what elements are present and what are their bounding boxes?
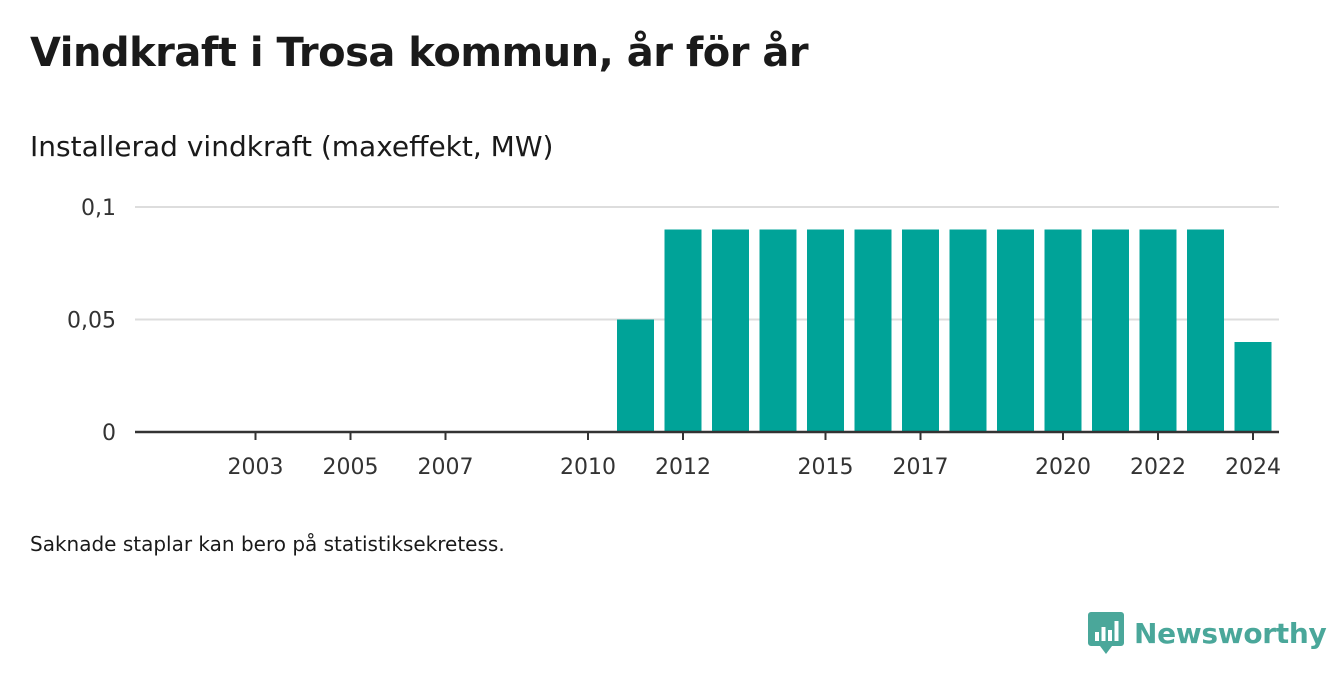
chart-subtitle: Installerad vindkraft (maxeffekt, MW) [30,130,554,163]
bar-2022 [1139,229,1177,432]
bar-2013 [712,229,749,432]
gridlines [135,206,1279,321]
brand-name: Newsworthy [1134,616,1327,650]
x-tick-label: 2024 [1225,455,1281,480]
newsworthy-logo-icon [1088,612,1124,654]
y-tick-label: 0,1 [81,196,116,221]
x-tick-label: 2020 [1035,455,1091,480]
bar-2017 [902,229,939,432]
x-tick-label: 2005 [323,455,379,480]
bar-2021 [1092,229,1129,432]
y-tick-label: 0,05 [67,309,116,334]
x-tick-label: 2003 [228,455,284,480]
bar-2019 [997,229,1034,432]
bars [617,229,1272,432]
bar-2020 [1044,229,1082,432]
x-tick-label: 2012 [655,455,711,480]
bar-2016 [854,229,892,432]
bar-2024 [1234,342,1272,432]
bar-2014 [759,229,797,432]
chart-title: Vindkraft i Trosa kommun, år för år [30,30,809,76]
y-tick-label: 0 [102,421,116,446]
x-tick-label: 2010 [560,455,616,480]
x-tick-label: 2015 [798,455,854,480]
bar-2012 [664,229,702,432]
bar-2023 [1187,229,1224,432]
x-tick-label: 2022 [1130,455,1186,480]
x-tick-label: 2017 [893,455,949,480]
footnote: Saknade staplar kan bero på statistiksek… [30,532,505,556]
bar-2015 [807,229,844,432]
x-tick-label: 2007 [418,455,474,480]
brand-logo: Newsworthy [1088,612,1327,654]
bar-2018 [949,229,987,432]
bar-2011 [617,319,654,432]
axes: 0 0,05 0,1 2003 2005 2007 2010 2012 2015 2017 2020… [67,196,1281,480]
